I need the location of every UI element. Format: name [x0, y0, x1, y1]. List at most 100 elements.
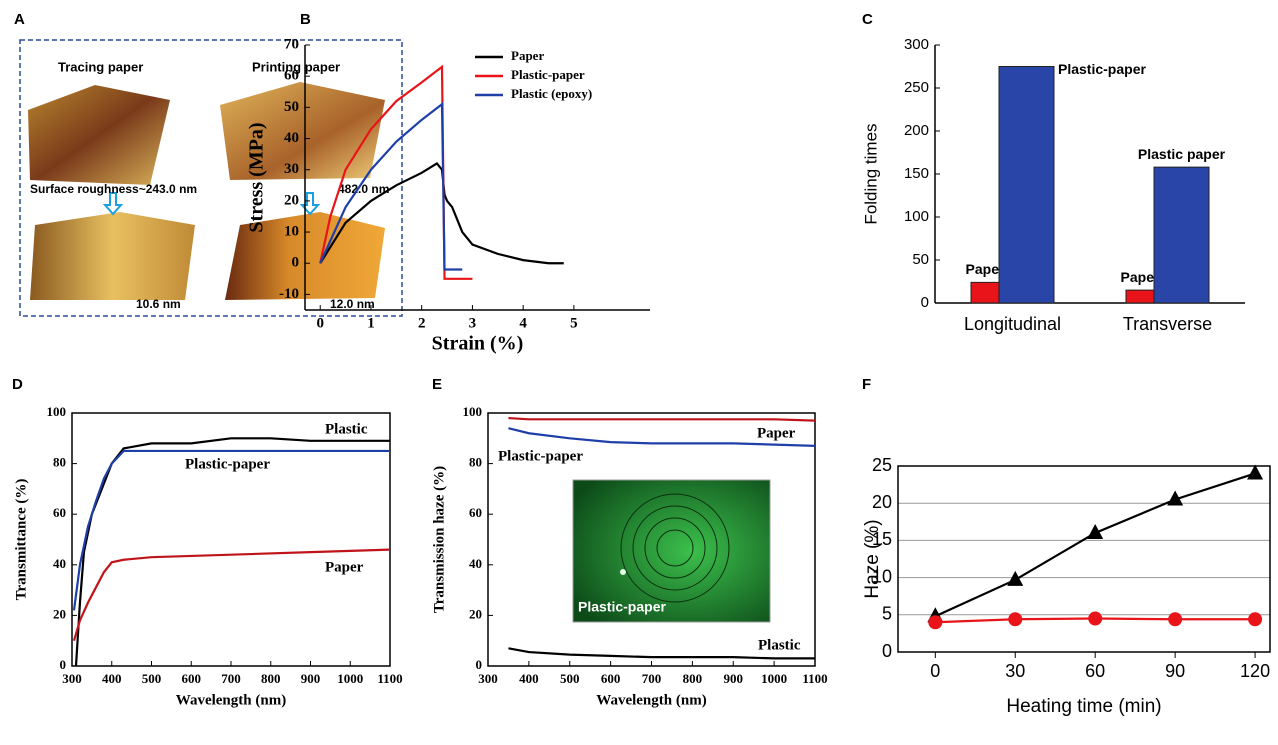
- marker: [1247, 464, 1264, 480]
- y-tick-label: 20: [53, 606, 66, 621]
- plot-frame: [897, 465, 1271, 653]
- panel: F 0 5 10 15 20 25 0 30 60 90 120 Haze (%) Heating tim…: [862, 376, 1271, 717]
- series-line: [72, 449, 390, 611]
- bar-annotation: Paper: [1121, 269, 1160, 285]
- y-axis-title: Folding times: [861, 123, 880, 224]
- x-tick-label: 300: [62, 671, 82, 686]
- ring: [656, 529, 694, 567]
- legend-label: Plastic-paper: [511, 67, 585, 82]
- y-axis-title: Stress (MPa): [246, 122, 268, 232]
- bar-annotation: Plastic-paper: [1058, 61, 1146, 77]
- panel: E 0 20 40 60 80 100 300 400 500 600 700 800 900 1000 11…: [431, 376, 827, 708]
- panel-a: A Tracing paper Printing paper Surface r…: [14, 11, 403, 317]
- series-line: [74, 437, 390, 667]
- inset-e: Plastic-paper: [572, 479, 771, 623]
- series-label: Plastic: [325, 421, 368, 437]
- y-tick-label: 10: [872, 566, 892, 586]
- y-tick-label: 0: [60, 657, 67, 672]
- series-label: Plastic-paper: [185, 456, 270, 472]
- bar-annotation: Paper: [966, 261, 1005, 277]
- ring: [620, 493, 730, 603]
- y-tick-label: 80: [53, 455, 66, 470]
- x-tick-label: 0: [930, 661, 940, 681]
- y-tick-label: 10: [284, 223, 299, 239]
- roughness: 10.6 nm: [136, 297, 181, 311]
- x-tick-label: 3: [469, 315, 477, 331]
- y-tick-label: 70: [284, 36, 299, 52]
- inset-photo: [572, 479, 771, 623]
- series-line: [319, 102, 463, 271]
- y-axis-title: Transmission haze (%): [431, 466, 447, 613]
- x-tick-label: 900: [301, 671, 321, 686]
- marker: [1087, 523, 1104, 539]
- bar: [1125, 289, 1155, 304]
- x-tick-label: Transverse: [1123, 314, 1212, 334]
- y-tick-label: 20: [872, 492, 892, 512]
- y-tick-label: 20: [284, 192, 299, 208]
- x-tick-label: 1000: [761, 671, 787, 686]
- y-tick-label: 0: [476, 657, 483, 672]
- x-tick-label: 700: [221, 671, 241, 686]
- bar: [970, 281, 1000, 304]
- y-tick-label: 80: [469, 455, 482, 470]
- y-tick-label: 0: [882, 641, 892, 661]
- bar: [1153, 166, 1210, 304]
- series-line: [934, 472, 1256, 618]
- panel-letter: D: [12, 376, 23, 393]
- arrow: [102, 192, 124, 216]
- y-tick-label: 100: [47, 404, 67, 419]
- spot: [620, 569, 626, 575]
- x-tick-label: 700: [642, 671, 662, 686]
- y-tick-label: -10: [279, 286, 299, 302]
- x-tick-label: 0: [316, 315, 324, 331]
- y-tick-label: 40: [469, 556, 482, 571]
- roughness: 482.0 nm: [338, 182, 389, 196]
- x-tick-label: 1100: [802, 671, 827, 686]
- y-tick-label: 40: [53, 556, 66, 571]
- arrow: [299, 192, 321, 216]
- bar-annotation: Plastic paper: [1138, 146, 1226, 162]
- x-tick-label: 300: [478, 671, 498, 686]
- afm-image: [220, 82, 385, 180]
- x-tick-label: 2: [418, 315, 426, 331]
- x-tick-label: Longitudinal: [964, 314, 1061, 334]
- y-tick-label: 20: [469, 606, 482, 621]
- x-tick-label: 60: [1085, 661, 1105, 681]
- x-tick-label: 90: [1165, 661, 1185, 681]
- x-axis-title: Wavelength (nm): [596, 692, 706, 708]
- marker: [1008, 612, 1023, 627]
- y-tick-label: 60: [53, 505, 66, 520]
- panel: C 0 50 100 150 200 250 300 Folding times Longitud…: [861, 11, 1245, 334]
- y-tick-label: 50: [912, 251, 929, 268]
- x-tick-label: 400: [519, 671, 539, 686]
- x-tick-label: 30: [1005, 661, 1025, 681]
- series-label: Paper: [757, 425, 796, 441]
- x-tick-label: 1: [367, 315, 375, 331]
- marker: [1007, 570, 1024, 586]
- afm-image: [30, 212, 195, 300]
- series-line: [508, 647, 815, 660]
- x-axis-title: Heating time (min): [1006, 696, 1161, 717]
- series-line: [508, 416, 816, 422]
- x-tick-label: 500: [142, 671, 162, 686]
- image-title: Tracing paper: [58, 59, 143, 74]
- y-tick-label: 100: [463, 404, 483, 419]
- roughness: 12.0 nm: [330, 297, 375, 311]
- marker: [1167, 490, 1184, 506]
- y-tick-label: 50: [284, 99, 299, 115]
- panel-letter: B: [300, 11, 311, 28]
- y-tick-label: 250: [904, 79, 929, 96]
- panel: D 0 20 40 60 80 100 300 400 500 600 700 800 900 1000 11…: [12, 376, 403, 708]
- image-title: Printing paper: [252, 59, 340, 74]
- x-tick-label: 800: [261, 671, 281, 686]
- panel-letter: C: [862, 11, 873, 28]
- y-tick-label: 30: [284, 161, 299, 177]
- x-tick-label: 5: [570, 315, 578, 331]
- inset-label: Plastic-paper: [578, 599, 666, 615]
- x-tick-label: 400: [102, 671, 122, 686]
- y-tick-label: 5: [882, 604, 892, 624]
- x-tick-label: 4: [519, 315, 527, 331]
- y-tick-label: 150: [904, 165, 929, 182]
- panel-letter: A: [14, 11, 25, 28]
